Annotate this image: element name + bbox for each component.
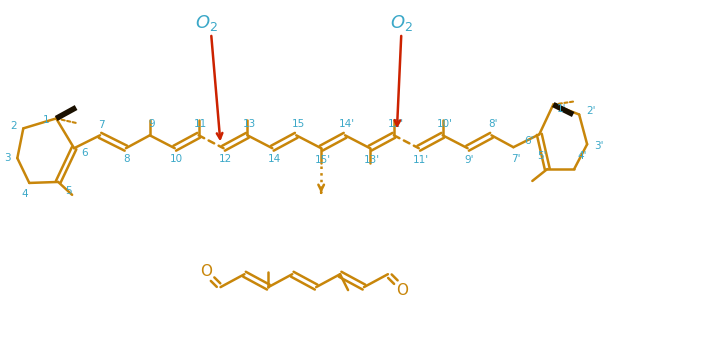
Text: 2: 2 xyxy=(10,121,17,131)
Text: 7: 7 xyxy=(97,120,104,131)
Text: 15: 15 xyxy=(292,119,305,130)
Text: 14': 14' xyxy=(339,119,355,130)
Text: 1': 1' xyxy=(557,104,566,113)
Text: 10': 10' xyxy=(437,119,453,130)
Text: 8: 8 xyxy=(123,154,130,164)
Text: 4: 4 xyxy=(21,189,27,199)
Text: 8': 8' xyxy=(489,119,498,130)
Text: $\it{O_2}$: $\it{O_2}$ xyxy=(195,13,217,33)
Text: 3': 3' xyxy=(594,141,604,151)
Text: 9': 9' xyxy=(465,155,474,165)
Text: $\it{O_2}$: $\it{O_2}$ xyxy=(390,13,413,33)
Text: 7': 7' xyxy=(510,154,520,164)
Text: O: O xyxy=(396,282,408,298)
Text: 11': 11' xyxy=(413,155,429,165)
Text: 14: 14 xyxy=(268,154,281,164)
Text: 3: 3 xyxy=(4,153,11,163)
Text: 12': 12' xyxy=(388,119,404,130)
Text: 10: 10 xyxy=(170,154,183,164)
Text: 6: 6 xyxy=(81,148,87,158)
Text: 4': 4' xyxy=(578,151,587,161)
Text: 13: 13 xyxy=(243,119,256,130)
Text: 15': 15' xyxy=(315,155,331,165)
Text: 5: 5 xyxy=(65,186,71,196)
Text: 9: 9 xyxy=(149,119,155,130)
Text: 1: 1 xyxy=(43,116,50,125)
Text: 13': 13' xyxy=(364,155,380,165)
Text: 12: 12 xyxy=(219,154,232,164)
Text: O: O xyxy=(201,264,212,279)
Text: 6': 6' xyxy=(525,136,534,146)
Text: 11: 11 xyxy=(194,119,207,130)
Text: 2': 2' xyxy=(586,105,596,116)
Text: 5': 5' xyxy=(538,151,547,161)
